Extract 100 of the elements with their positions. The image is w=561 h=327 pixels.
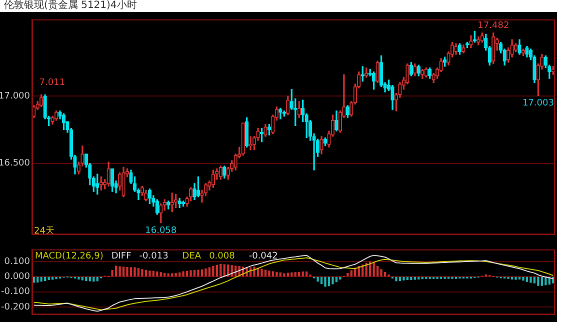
bar xyxy=(152,270,154,277)
candlestick xyxy=(469,35,473,48)
bar xyxy=(537,276,540,286)
candlestick xyxy=(248,136,252,150)
bar xyxy=(320,276,323,284)
bar xyxy=(36,276,39,282)
candlestick xyxy=(476,36,480,46)
candlestick xyxy=(492,32,496,64)
bar xyxy=(32,276,35,283)
bar xyxy=(305,272,308,277)
bar xyxy=(294,272,296,277)
candlestick xyxy=(278,108,282,120)
bar xyxy=(290,272,293,277)
bar xyxy=(380,269,382,277)
bar xyxy=(118,266,121,277)
bar xyxy=(148,270,151,277)
bar xyxy=(220,264,222,277)
candlestick xyxy=(260,128,264,142)
candlestick xyxy=(110,168,114,192)
bar xyxy=(514,276,517,280)
candlestick xyxy=(376,60,380,83)
bar xyxy=(216,264,218,277)
bar xyxy=(130,267,132,277)
candlestick xyxy=(178,198,182,208)
bar xyxy=(302,272,304,277)
bar xyxy=(178,272,181,277)
bar xyxy=(190,270,192,277)
bar xyxy=(328,276,330,286)
y-tick-label: 0.000 xyxy=(4,272,30,282)
bar xyxy=(518,276,521,280)
bar xyxy=(540,276,544,286)
bar xyxy=(264,270,267,277)
bar xyxy=(174,273,177,277)
bar xyxy=(55,276,58,280)
bar xyxy=(398,276,402,281)
bar xyxy=(276,272,278,277)
annotation: 16.058 xyxy=(145,226,177,236)
candlestick xyxy=(525,46,529,58)
candlestick xyxy=(96,174,100,195)
bar xyxy=(395,276,398,282)
bar xyxy=(111,270,114,277)
y-tick-label: 0.100 xyxy=(4,256,30,267)
candlestick xyxy=(54,110,58,121)
bar xyxy=(44,276,46,281)
candlestick xyxy=(159,203,163,224)
annotation: 0.008 xyxy=(209,251,236,262)
bar xyxy=(96,276,98,282)
candlestick xyxy=(462,44,466,54)
candlestick xyxy=(170,192,174,212)
candlestick xyxy=(320,136,324,154)
y-tick-label: -0.100 xyxy=(0,287,30,298)
bar xyxy=(164,273,166,277)
bar xyxy=(137,268,140,277)
bar xyxy=(526,276,528,282)
candlestick xyxy=(122,167,126,198)
bar xyxy=(156,272,158,277)
bar xyxy=(51,276,54,280)
bar xyxy=(410,276,412,280)
bar xyxy=(208,267,211,277)
bar xyxy=(418,276,420,280)
bar xyxy=(200,269,204,277)
bar xyxy=(78,276,80,280)
candlestick xyxy=(458,43,462,55)
bar xyxy=(286,272,289,277)
bar xyxy=(193,270,196,277)
bar xyxy=(126,266,128,277)
bar xyxy=(530,276,532,283)
candlestick xyxy=(518,39,522,55)
candlestick xyxy=(62,113,66,130)
bar xyxy=(134,267,136,277)
bar xyxy=(339,276,342,280)
bar xyxy=(279,272,282,277)
candlestick xyxy=(286,96,290,116)
candlestick xyxy=(144,190,148,202)
annotation: -0.013 xyxy=(139,251,168,262)
candlestick xyxy=(521,48,526,56)
y-tick-label: -0.200 xyxy=(0,302,30,312)
bar xyxy=(253,266,256,277)
bar xyxy=(88,276,91,282)
text: DEA xyxy=(182,251,202,262)
candlestick xyxy=(211,170,216,188)
candlestick xyxy=(155,199,159,215)
bar xyxy=(346,273,349,277)
bar xyxy=(522,276,524,281)
bar xyxy=(272,271,274,277)
bar xyxy=(85,276,88,281)
candlestick xyxy=(40,94,44,108)
annotation: 17.003 xyxy=(522,98,554,109)
candlestick xyxy=(241,122,245,156)
annotation: 7.011 xyxy=(39,78,66,88)
candlestick xyxy=(442,56,447,67)
bar xyxy=(268,270,270,277)
bar xyxy=(182,271,184,277)
bar xyxy=(533,276,536,284)
candlestick xyxy=(420,68,424,79)
candlestick xyxy=(416,64,420,76)
candlestick xyxy=(264,124,268,137)
candlestick xyxy=(454,43,458,55)
bar xyxy=(316,276,319,282)
bar xyxy=(204,268,207,277)
